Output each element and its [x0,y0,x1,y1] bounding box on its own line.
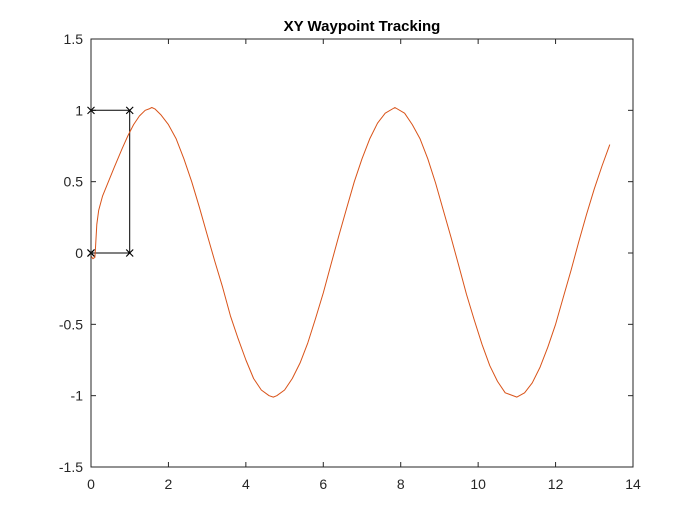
chart-title: XY Waypoint Tracking [284,18,441,35]
x-tick-label: 10 [470,476,486,492]
waypoint-marker [125,106,134,115]
y-tick-label: -0.5 [59,316,83,332]
y-tick-label: 1.5 [64,31,84,47]
y-tick-label: -1 [71,388,84,404]
plot-area [91,39,633,467]
x-tick-label: 4 [242,476,250,492]
y-tick-label: -1.5 [59,459,83,475]
x-tick-label: 2 [165,476,173,492]
axes-box [90,38,634,468]
series-line-1 [90,107,611,398]
y-tick-label: 0 [75,245,83,261]
x-tick-label: 8 [397,476,405,492]
x-tick-label: 14 [625,476,641,492]
y-tick-label: 1 [75,102,83,118]
y-tick-label: 0.5 [64,174,84,190]
x-tick-label: 12 [548,476,564,492]
x-tick-label: 0 [87,476,95,492]
waypoint-marker [125,249,134,257]
y-axis-ticks: -1.5 -1 -0.5 0 0.5 1 1.5 [59,31,633,475]
x-tick-label: 6 [319,476,327,492]
